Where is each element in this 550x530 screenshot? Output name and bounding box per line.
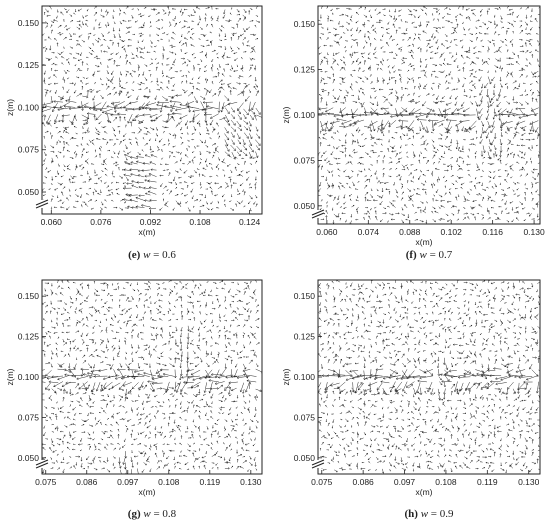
x-tick-label: 0.092 xyxy=(140,217,162,227)
panel-4: 0.075 0.086 0.097 0.108 0.119 0.130 0.150 0.125… xyxy=(281,279,541,520)
y-axis-label: z(m) xyxy=(281,368,291,385)
x-tick-label: 0.102 xyxy=(441,227,463,237)
panel-caption: (g) w = 0.8 xyxy=(128,508,177,520)
x-tick-label: 0.108 xyxy=(158,477,180,487)
y-tick-label: 0.125 xyxy=(18,332,40,342)
x-tick-label: 0.108 xyxy=(435,477,457,487)
y-axis-label: z(m) xyxy=(5,99,15,116)
y-tick-label: 0.075 xyxy=(294,155,316,165)
x-tick-label: 0.130 xyxy=(518,477,540,487)
x-tick-label: 0.075 xyxy=(311,477,333,487)
axis-break-icon xyxy=(311,459,325,469)
x-tick-label: 0.108 xyxy=(189,217,211,227)
vector-field xyxy=(42,280,262,474)
vector-field xyxy=(318,280,540,474)
y-tick-label: 0.050 xyxy=(294,201,316,211)
y-tick-label: 0.050 xyxy=(18,453,40,463)
x-axis-label: x(m) xyxy=(139,227,156,237)
y-tick-label: 0.150 xyxy=(294,19,316,29)
y-tick-label: 0.100 xyxy=(294,110,316,120)
x-tick-label: 0.086 xyxy=(76,477,98,487)
y-tick-label: 0.075 xyxy=(294,412,316,422)
x-axis-label: x(m) xyxy=(416,237,433,247)
x-axis-label: x(m) xyxy=(139,487,156,497)
panel-caption: (e) w = 0.6 xyxy=(128,249,176,261)
y-tick-label: 0.125 xyxy=(18,60,40,70)
x-tick-label: 0.097 xyxy=(117,477,139,487)
y-axis-label: z(m) xyxy=(5,368,15,385)
y-tick-label: 0.075 xyxy=(18,145,40,155)
y-tick-label: 0.100 xyxy=(294,372,316,382)
panel-caption: (f) w = 0.7 xyxy=(406,249,453,261)
x-axis-label: x(m) xyxy=(416,487,433,497)
x-tick-label: 0.119 xyxy=(477,477,498,487)
plot-frame xyxy=(41,5,263,215)
x-tick-label: 0.086 xyxy=(353,477,375,487)
x-tick-label: 0.097 xyxy=(394,477,416,487)
y-axis-label: z(m) xyxy=(281,106,291,123)
axis-break-icon xyxy=(35,459,49,469)
x-tick-label: 0.074 xyxy=(358,227,380,237)
axis-break-icon xyxy=(35,199,49,209)
x-tick-label: 0.116 xyxy=(482,227,503,237)
y-tick-label: 0.075 xyxy=(18,412,40,422)
panel-caption: (h) w = 0.9 xyxy=(404,508,454,520)
x-tick-label: 0.088 xyxy=(399,227,421,237)
y-tick-label: 0.050 xyxy=(18,187,40,197)
x-tick-label: 0.119 xyxy=(199,477,220,487)
y-tick-label: 0.125 xyxy=(294,332,316,342)
vector-field xyxy=(42,6,262,212)
x-tick-label: 0.130 xyxy=(523,227,545,237)
x-tick-label: 0.124 xyxy=(239,217,261,227)
x-tick-label: 0.075 xyxy=(35,477,57,487)
panel-1: 0.060 0.076 0.092 0.108 0.124 0.150 0.125 0.100… xyxy=(5,5,263,261)
x-tick-label: 0.130 xyxy=(240,477,262,487)
y-tick-label: 0.050 xyxy=(294,453,316,463)
y-tick-label: 0.150 xyxy=(294,291,316,301)
x-tick-label: 0.060 xyxy=(316,227,338,237)
y-tick-label: 0.100 xyxy=(18,102,40,112)
y-tick-label: 0.125 xyxy=(294,65,316,75)
y-tick-label: 0.150 xyxy=(18,18,40,28)
plot-frame xyxy=(317,5,541,225)
vector-field xyxy=(318,6,540,224)
panel-3: 0.075 0.086 0.097 0.108 0.119 0.130 0.150 0.125… xyxy=(5,279,263,520)
x-tick-label: 0.060 xyxy=(41,217,63,227)
y-tick-label: 0.150 xyxy=(18,291,40,301)
y-tick-label: 0.100 xyxy=(18,372,40,382)
x-tick-label: 0.076 xyxy=(90,217,112,227)
axis-break-icon xyxy=(311,209,325,219)
panel-2: 0.060 0.074 0.088 0.102 0.116 0.130 0.150 0.125… xyxy=(281,5,545,261)
